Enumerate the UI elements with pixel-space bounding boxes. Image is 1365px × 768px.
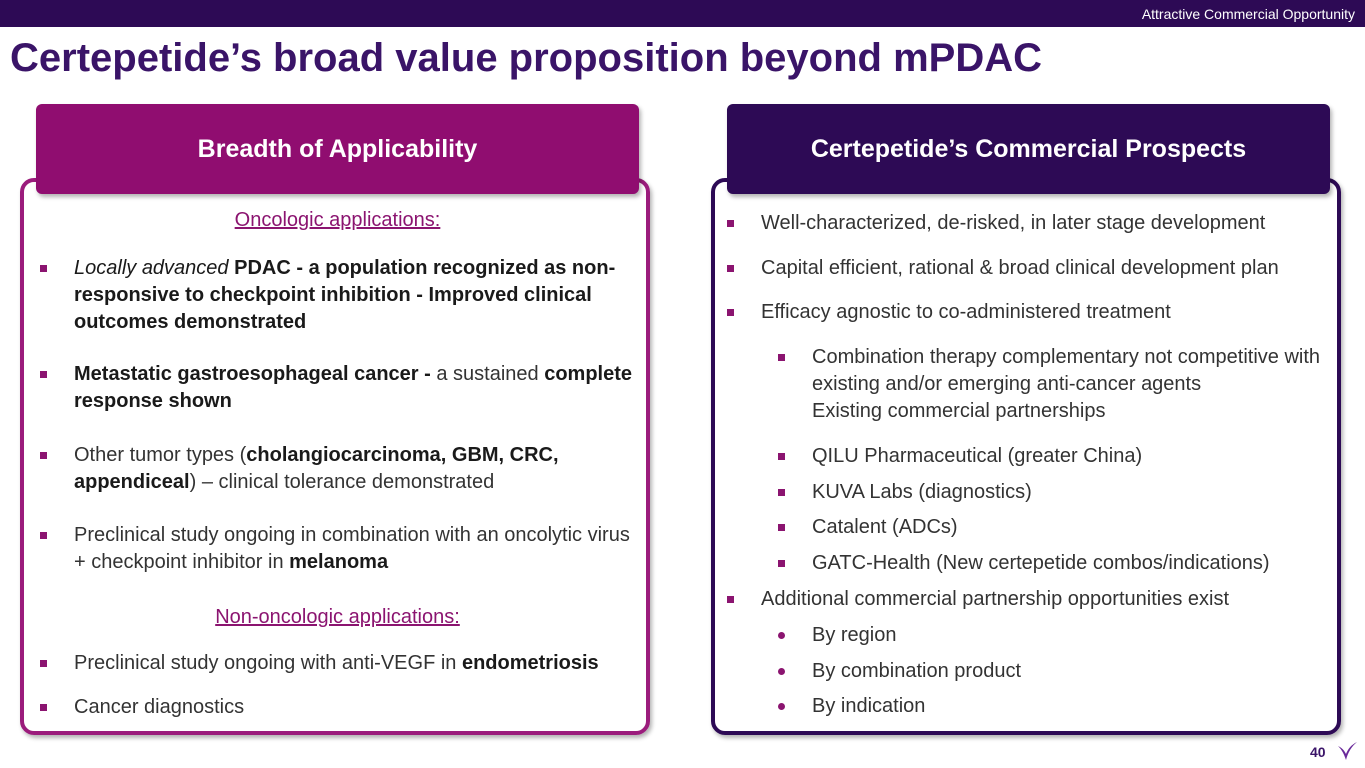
text-run: PDAC - a population recognized as non-re… [74,256,616,333]
bullet-marker [40,531,47,539]
bullet-marker [727,308,734,316]
bullet-marker [727,264,734,272]
bullet-item: Preclinical study ongoing with anti-VEGF… [40,650,636,677]
left-panel-title: Breadth of Applicability [36,104,639,194]
bullet-item: Combination therapy complementary not co… [778,344,1336,425]
text-run: Cancer diagnostics [74,695,245,718]
bullet-marker [40,264,47,272]
text-run: Other tumor types ( [74,443,247,466]
bullet-item: By region [778,622,1336,649]
bullet-item: QILU Pharmaceutical (greater China) [778,443,1336,470]
bullet-marker [40,659,47,667]
bullet-item: Well-characterized, de-risked, in later … [727,210,1336,237]
text-run: endometriosis [461,651,599,674]
text-run: Combination therapy complementary not co… [812,345,1321,395]
text-run: cholangiocarcinoma, GBM, CRC, appendicea… [74,443,559,493]
text-run: melanoma [289,550,389,573]
bullet-marker [778,353,785,361]
text-run: QILU Pharmaceutical (greater China) [812,444,1143,467]
text-run: Preclinical study ongoing with anti-VEGF… [74,651,462,674]
bullet-item: Catalent (ADCs) [778,514,1336,541]
bullet-marker [727,595,734,603]
text-run: By indication [812,694,926,717]
bullet-marker [778,523,785,531]
bullet-marker [40,703,47,711]
text-run: By region [812,623,897,646]
bullet-item: GATC-Health (New certepetide combos/indi… [778,550,1336,577]
text-run: KUVA Labs (diagnostics) [812,480,1032,503]
section-heading: Non-oncologic applications: [36,604,639,631]
section-heading: Oncologic applications: [36,207,639,234]
text-run: complete response shown [74,362,633,412]
bullet-marker [778,452,785,460]
text-run: Well-characterized, de-risked, in later … [761,211,1266,234]
text-run: Catalent (ADCs) [812,515,958,538]
bullet-item: Preclinical study ongoing in combination… [40,522,636,576]
bullet-item: Capital efficient, rational & broad clin… [727,255,1336,282]
bullet-item: By combination product [778,658,1336,685]
text-run: Metastatic gastroesophageal cancer - [74,362,431,385]
bullet-item: Locally advanced PDAC - a population rec… [40,255,636,336]
bullet-marker [727,219,734,227]
bullet-item: Additional commercial partnership opport… [727,586,1336,613]
page-number: 40 [1310,744,1326,760]
bullet-item: Other tumor types (cholangiocarcinoma, G… [40,442,636,496]
bullet-item: By indication [778,693,1336,720]
bullet-marker [778,559,785,567]
bullet-item: Cancer diagnostics [40,694,636,721]
bullet-marker [778,702,785,710]
bullet-item: Metastatic gastroesophageal cancer - a s… [40,361,636,415]
text-run: Preclinical study ongoing in combination… [74,523,630,573]
text-run: Existing commercial partnerships [812,399,1106,422]
text-run: a sustained [430,362,545,385]
bullet-item: Efficacy agnostic to co-administered tre… [727,299,1336,326]
text-run: Non-oncologic applications: [215,605,460,628]
bullet-marker [778,667,785,675]
text-run: Locally advanced [74,256,229,279]
text-run: Oncologic applications: [234,208,441,231]
bullet-marker [778,488,785,496]
text-run: By combination product [812,659,1022,682]
text-run: GATC-Health (New certepetide combos/indi… [812,551,1270,574]
logo [1338,742,1357,760]
text-run: Additional commercial partnership opport… [761,587,1230,610]
bullet-marker [40,370,47,378]
section-tag: Attractive Commercial Opportunity [1141,6,1355,22]
bullet-marker [40,451,47,459]
text-run: Capital efficient, rational & broad clin… [761,256,1279,279]
text-run: Efficacy agnostic to co-administered tre… [761,300,1171,323]
right-panel-title: Certepetide’s Commercial Prospects [727,104,1330,194]
text-run: ) – clinical tolerance demonstrated [189,470,495,493]
slide-title: Certepetide’s broad value proposition be… [10,36,1042,80]
bullet-marker [778,631,785,639]
bullet-item: KUVA Labs (diagnostics) [778,479,1336,506]
top-bar: Attractive Commercial Opportunity [0,0,1365,27]
